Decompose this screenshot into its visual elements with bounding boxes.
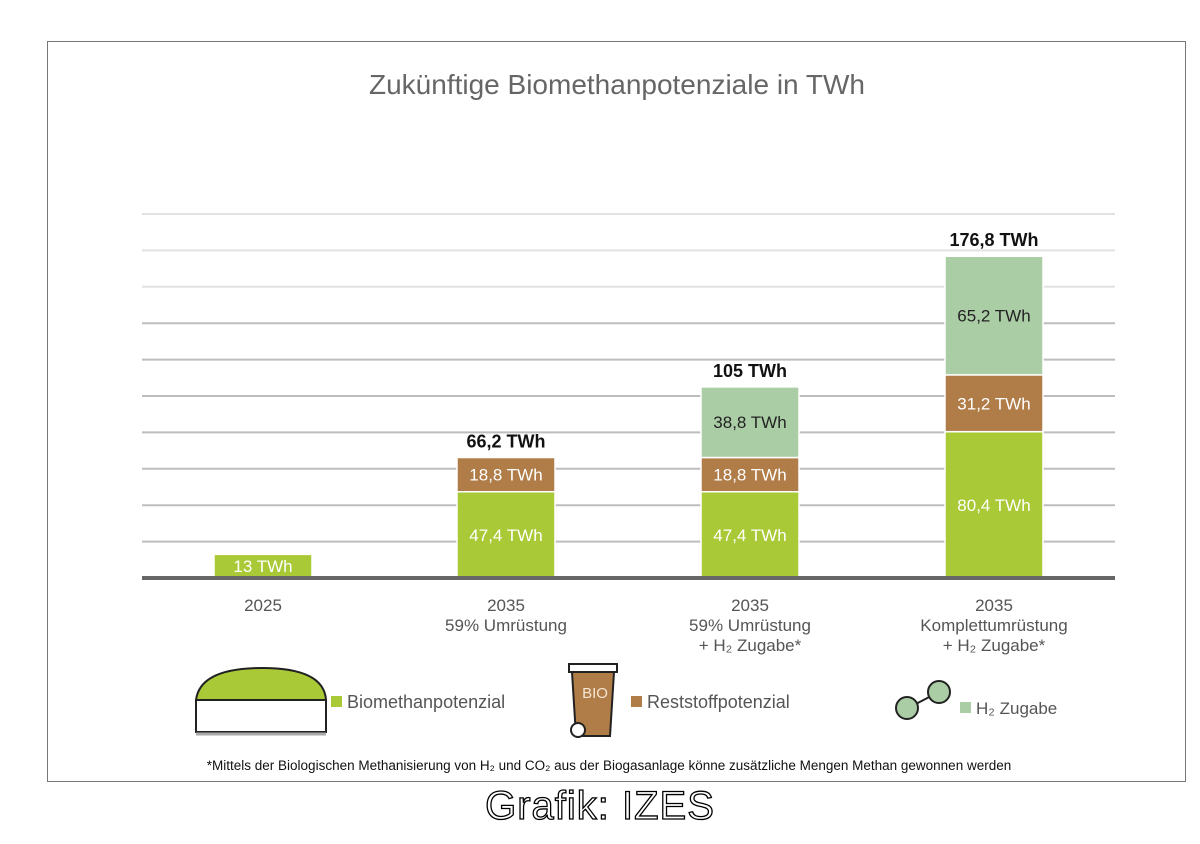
category-label: 2025 <box>244 596 282 615</box>
chart-title: Zukünftige Biomethanpotenziale in TWh <box>369 69 865 100</box>
bar-segment-1 <box>456 456 556 493</box>
total-label: 66,2 TWh <box>466 432 545 452</box>
bar-segment-2 <box>700 386 800 459</box>
segment-label: 80,4 TWh <box>957 496 1030 515</box>
category-label: 59% Umrüstung <box>689 616 811 635</box>
category-label: Komplettumrüstung <box>920 616 1067 635</box>
bar-segment-0 <box>944 430 1044 579</box>
segment-label: 31,2 TWh <box>957 394 1030 413</box>
segment-label: 13 TWh <box>233 557 292 576</box>
segment-label: 18,8 TWh <box>469 466 542 485</box>
legend-swatch <box>631 696 642 707</box>
category-label: + H₂ Zugabe* <box>943 636 1046 655</box>
legend-label: Reststoffpotenzial <box>647 692 790 712</box>
biogas-tank-icon <box>195 699 327 733</box>
segment-label: 18,8 TWh <box>713 466 786 485</box>
footnote: *Mittels der Biologischen Methanisierung… <box>207 758 1011 773</box>
total-label: 176,8 TWh <box>949 230 1038 250</box>
bar-segment-0 <box>456 490 556 579</box>
legend-label: Biomethanpotenzial <box>347 692 505 712</box>
biogas-dome-icon <box>194 666 328 701</box>
category-label: 2035 <box>731 596 769 615</box>
category-label: 2035 <box>487 596 525 615</box>
chart-frame <box>47 41 1186 782</box>
credit: Grafik: IZES <box>484 783 715 828</box>
bin-label: BIO <box>582 685 608 702</box>
segment-label: 65,2 TWh <box>957 307 1030 326</box>
bin-lid <box>568 663 618 673</box>
bar-segment-0 <box>700 490 800 579</box>
category-label: 59% Umrüstung <box>445 616 567 635</box>
segment-label: 47,4 TWh <box>469 526 542 545</box>
segment-label: 38,8 TWh <box>713 413 786 432</box>
segment-label: 47,4 TWh <box>713 526 786 545</box>
category-label: + H₂ Zugabe* <box>699 636 802 655</box>
h2-molecule-icon <box>927 680 951 704</box>
bar-segment-1 <box>700 456 800 493</box>
bar-segment-1 <box>944 374 1044 433</box>
legend-label: H₂ Zugabe <box>976 699 1057 718</box>
total-label: 105 TWh <box>713 361 787 381</box>
bin-wheel <box>570 722 586 738</box>
category-label: 2035 <box>975 596 1013 615</box>
bar-segment-2 <box>944 255 1044 376</box>
legend-swatch <box>331 696 342 707</box>
h2-molecule-icon <box>895 696 919 720</box>
legend-swatch <box>960 702 971 713</box>
